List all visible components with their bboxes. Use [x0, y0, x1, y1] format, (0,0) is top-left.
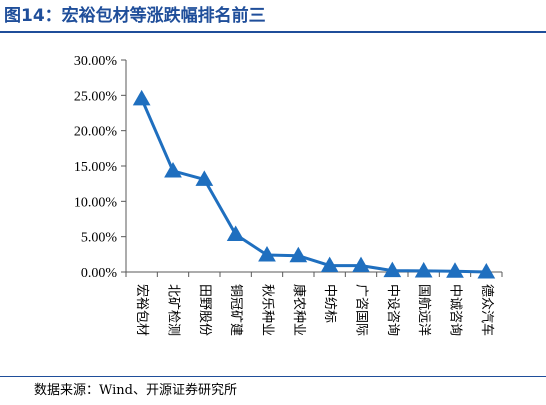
x-category-label: 中纺标	[322, 284, 337, 323]
data-point-2	[164, 161, 182, 178]
y-tick-label: 20.00%	[74, 125, 118, 140]
y-tick-label: 10.00%	[74, 195, 118, 210]
data-point-11	[446, 262, 464, 278]
source-note: 数据来源：Wind、开源证券研究所	[34, 383, 237, 398]
x-category-label: 宏裕包材	[134, 284, 149, 336]
bottom-rule	[0, 376, 546, 377]
y-tick-label: 25.00%	[74, 89, 118, 104]
data-point-10	[414, 261, 433, 278]
data-point-5	[258, 246, 276, 262]
data-point-8	[352, 256, 370, 273]
x-category-label: 广咨国际	[354, 284, 369, 336]
y-tick-label: 15.00%	[74, 160, 118, 175]
data-point-7	[320, 256, 339, 273]
series-line	[140, 98, 487, 274]
x-category-label: 秋乐种业	[260, 284, 275, 336]
data-point-12	[477, 262, 496, 279]
chart-axes	[121, 59, 503, 277]
x-category-label: 国航远洋	[416, 284, 432, 336]
data-point-3	[195, 170, 214, 186]
figure-title: 图14：宏裕包材等涨跌幅排名前三	[4, 6, 266, 26]
x-category-label: 康农种业	[291, 284, 307, 336]
x-category-label: 铜冠矿建	[228, 284, 243, 336]
title-rule	[0, 31, 546, 33]
line-chart: 0.00% 5.00% 10.00% 15.00% 20.00% 25.00% 30.00%…	[74, 54, 503, 336]
data-point-9	[383, 261, 402, 278]
x-category-label: 中设咨询	[385, 284, 400, 336]
x-category-label: 德众汽车	[479, 284, 495, 336]
data-point-1	[132, 89, 151, 106]
y-tick-labels: 0.00% 5.00% 10.00% 15.00% 20.00% 25.00% 30.00%	[74, 54, 118, 281]
data-point-6	[289, 246, 308, 263]
y-tick-label: 5.00%	[81, 231, 118, 246]
x-category-label: 田野股份	[197, 284, 212, 336]
y-tick-label: 0.00%	[81, 266, 118, 281]
x-category-label: 中诚咨询	[448, 284, 463, 336]
series-markers	[132, 89, 496, 279]
x-category-labels: 宏裕包材 北矿检测 田野股份 铜冠矿建 秋乐种业 康农种业 中纺标 广咨国际 中设咨询 国航远洋中…	[134, 284, 495, 336]
x-category-label: 北矿检测	[166, 284, 181, 336]
y-tick-label: 30.00%	[74, 54, 118, 69]
series-polyline	[140, 98, 487, 274]
data-point-4	[226, 225, 245, 242]
